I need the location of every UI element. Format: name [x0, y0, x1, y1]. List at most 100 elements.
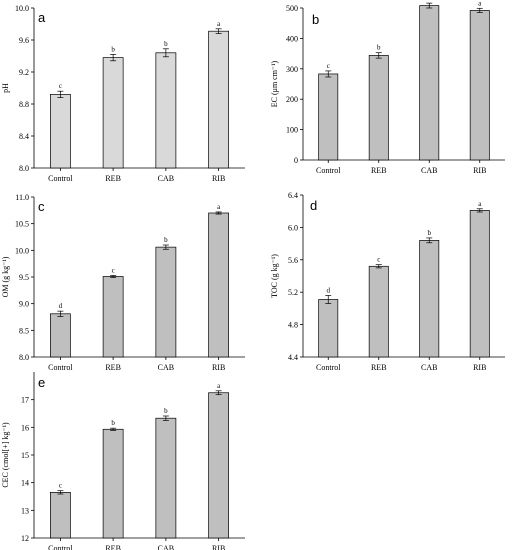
y-tick-label: 400: [286, 34, 298, 43]
bar-control: [50, 94, 71, 169]
x-tick-label: CAB: [158, 174, 174, 183]
panel-c: 8.0 8.5 9.0 9.5 10.0 10.5 11.0 d Control c REB b CAB…: [1, 193, 245, 372]
bar-cab: [419, 5, 440, 161]
significance-letter: c: [59, 482, 62, 490]
x-tick-label: Control: [48, 544, 73, 550]
panel-label: e: [38, 375, 45, 390]
x-tick-label: CAB: [158, 363, 174, 372]
panel-label: b: [312, 12, 319, 27]
y-tick-label: 12: [21, 534, 29, 543]
y-tick-label: 0: [294, 156, 298, 165]
significance-letter: b: [164, 236, 168, 244]
y-tick-label: 16: [21, 423, 29, 432]
bar-rib: [208, 30, 229, 169]
significance-letter: b: [428, 229, 432, 237]
significance-letter: a: [217, 203, 221, 211]
bar-reb: [102, 57, 124, 169]
y-tick-label: 8.0: [19, 164, 29, 173]
x-tick-label: RIB: [212, 363, 225, 372]
y-tick-label: 9.0: [19, 300, 29, 309]
significance-letter: a: [478, 0, 482, 7]
bar-rib: [208, 212, 229, 358]
y-axis-title: TOC (g kg⁻¹): [270, 254, 279, 298]
bar-rib: [208, 392, 229, 539]
significance-letter: b: [164, 40, 168, 48]
y-tick-label: 10.0: [15, 4, 29, 13]
significance-letter: b: [164, 407, 168, 415]
significance-letter: b: [377, 44, 381, 52]
y-tick-label: 4.8: [288, 321, 298, 330]
x-tick-label: Control: [316, 363, 341, 372]
panel-a: 8.0 8.4 8.8 9.2 9.6 10.0 c Control b REB b CAB a RIB a…: [1, 4, 245, 183]
y-tick-label: 14: [21, 479, 29, 488]
x-tick-label: REB: [371, 166, 387, 175]
significance-letter: d: [327, 286, 331, 294]
y-tick-label: 4.4: [288, 353, 298, 362]
y-tick-label: 13: [21, 506, 29, 515]
y-tick-label: 10.5: [15, 220, 29, 229]
panel-label: a: [38, 10, 46, 25]
y-axis-title: pH: [1, 83, 10, 93]
y-tick-label: 100: [286, 126, 298, 135]
bar-control: [50, 313, 71, 358]
significance-letter: a: [428, 0, 432, 2]
bar-reb: [102, 428, 124, 539]
significance-letter: c: [112, 266, 115, 274]
y-tick-label: 11.0: [15, 193, 29, 202]
bar-reb: [102, 276, 124, 358]
significance-letter: b: [111, 419, 115, 427]
y-tick-label: 5.2: [288, 288, 298, 297]
y-tick-label: 8.5: [19, 326, 29, 335]
y-tick-label: 6.0: [288, 223, 298, 232]
y-axis-title: OM (g kg⁻¹): [1, 256, 10, 297]
x-tick-label: RIB: [473, 166, 486, 175]
x-tick-label: RIB: [473, 363, 486, 372]
significance-letter: c: [59, 82, 62, 90]
significance-letter: a: [217, 20, 221, 28]
x-tick-label: CAB: [158, 544, 174, 550]
panel-label: d: [310, 198, 317, 213]
x-tick-label: Control: [48, 174, 73, 183]
bar-cab: [155, 417, 177, 539]
panel-e: 12 13 14 15 16 17 c Control b REB b CAB a RIB e CEC (cm…: [1, 372, 245, 550]
panel-b: 0 100 200 300 400 500 c Control b REB a CAB a RIB b EC …: [270, 0, 505, 175]
significance-letter: c: [327, 62, 330, 70]
bar-cab: [419, 240, 440, 358]
y-tick-label: 6.4: [288, 191, 298, 200]
y-tick-label: 5.6: [288, 256, 298, 265]
bar-control: [50, 492, 71, 539]
significance-letter: c: [377, 256, 380, 264]
y-tick-label: 300: [286, 65, 298, 74]
significance-letter: a: [217, 382, 221, 390]
x-tick-label: REB: [105, 174, 121, 183]
x-tick-label: Control: [48, 363, 73, 372]
y-tick-label: 8.4: [19, 132, 29, 141]
panel-label: c: [38, 199, 45, 214]
bar-control: [318, 299, 339, 358]
bar-cab: [155, 246, 177, 358]
y-tick-label: 8.8: [19, 100, 29, 109]
significance-letter: a: [478, 200, 482, 208]
x-tick-label: CAB: [421, 166, 437, 175]
bar-reb: [368, 55, 389, 161]
y-tick-label: 17: [21, 396, 29, 405]
significance-letter: d: [59, 302, 63, 310]
significance-letter: b: [111, 45, 115, 53]
y-tick-label: 8.0: [19, 353, 29, 362]
y-tick-label: 500: [286, 4, 298, 13]
x-tick-label: REB: [371, 363, 387, 372]
bar-rib: [469, 10, 490, 161]
x-tick-label: Control: [316, 166, 341, 175]
y-tick-label: 15: [21, 451, 29, 460]
y-tick-label: 9.5: [19, 273, 29, 282]
y-tick-label: 200: [286, 95, 298, 104]
x-tick-label: REB: [105, 363, 121, 372]
y-axis-title: EC (μm cm⁻¹): [270, 60, 279, 107]
y-axis-title: CEC (cmol[+] kg⁻¹): [1, 422, 10, 488]
bar-reb: [368, 265, 389, 358]
x-tick-label: RIB: [212, 544, 225, 550]
y-tick-label: 10.0: [15, 246, 29, 255]
bar-control: [318, 73, 339, 161]
bar-cab: [155, 52, 177, 169]
